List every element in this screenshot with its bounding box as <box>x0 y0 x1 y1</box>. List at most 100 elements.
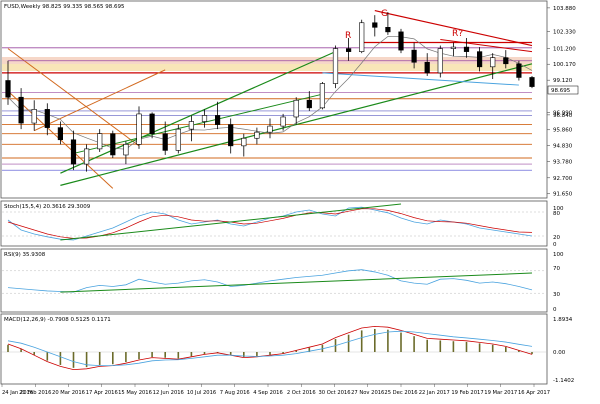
trend-line <box>33 69 166 132</box>
horizontal-levels <box>2 47 532 171</box>
candle-body <box>162 133 168 151</box>
date-label: 30 Oct 2016 <box>318 390 350 396</box>
candle-body <box>516 63 522 78</box>
date-label: 24 Jan 2016 <box>2 390 33 396</box>
macd-header: MACD(12,26,9) -0.7908 0.5125 0.1171 <box>4 317 111 323</box>
candle-body <box>44 109 50 128</box>
stoch-header: Stoch(15,5,4) 20.3616 29.3009 <box>4 204 91 210</box>
macd-lines <box>2 325 546 371</box>
date-label: 15 May 2016 <box>118 390 152 396</box>
rsi-level-30: 30 <box>553 292 560 298</box>
current-price-box <box>547 85 579 95</box>
candle-body <box>424 61 430 74</box>
price-label: 99.120 <box>553 78 573 84</box>
price-label: 93.780 <box>553 159 573 165</box>
date-label: 4 Sep 2016 <box>253 390 283 396</box>
trend-line <box>60 51 336 174</box>
candle-body <box>97 133 103 150</box>
candle-body <box>463 46 470 52</box>
price-label: 92.700 <box>553 176 573 182</box>
price-label: 101.200 <box>553 47 576 53</box>
candle-body <box>359 22 365 52</box>
macd-level-bottom: -1.1402 <box>553 378 574 384</box>
date-label: 10 Jul 2016 <box>187 390 216 396</box>
candle-body <box>437 48 443 74</box>
trend-line <box>374 10 533 47</box>
candle-body <box>215 115 221 125</box>
price-label: 94.830 <box>553 143 573 149</box>
date-label: 2 Oct 2016 <box>287 390 316 396</box>
pattern-label-g: G <box>381 9 388 19</box>
candle-body <box>503 57 509 65</box>
candle-body <box>476 51 483 68</box>
candle-body <box>267 125 273 133</box>
trend-line <box>322 72 519 86</box>
candle-body <box>280 116 286 127</box>
rsi-line <box>7 269 533 293</box>
price-label: 103.880 <box>553 6 576 12</box>
price-label: 96.990 <box>553 111 573 117</box>
candle-body <box>398 31 404 51</box>
candle-body <box>201 115 208 122</box>
rsi-line <box>2 269 546 294</box>
trend-line <box>440 38 533 53</box>
stoch-level-0: 0 <box>553 242 557 248</box>
candle-body <box>385 27 391 33</box>
date-label: 16 Apr 2017 <box>518 390 550 396</box>
candle-body <box>123 144 129 156</box>
macd-signal-line <box>7 330 533 367</box>
candle-body <box>149 113 155 134</box>
candles <box>5 12 535 172</box>
rsi-trend-line <box>60 272 533 293</box>
candle-body <box>319 83 326 109</box>
rsi-level-100: 100 <box>553 252 564 258</box>
macd-panel[interactable] <box>0 313 548 385</box>
main-panel[interactable] <box>0 0 548 199</box>
date-label: 12 Jun 2016 <box>153 390 184 396</box>
candle-body <box>345 48 352 52</box>
candle-body <box>306 99 312 109</box>
price-label: 95.860 <box>553 128 573 134</box>
macd-level-top: 1.8934 <box>553 317 573 323</box>
stoch-level-80: 80 <box>553 211 560 217</box>
candle-body <box>490 57 496 68</box>
pattern-label-r-question: R? <box>452 29 463 39</box>
rsi-level-0: 0 <box>553 307 557 313</box>
candle-body <box>372 22 378 28</box>
macd-main-line <box>7 325 533 371</box>
candle-body <box>175 128 181 151</box>
current-price-label: 98.695 <box>551 88 571 94</box>
date-label: 21 Feb 2016 <box>19 390 51 396</box>
stoch-panel[interactable] <box>0 200 548 247</box>
candle-body <box>57 127 63 141</box>
date-label: 19 Feb 2017 <box>451 390 483 396</box>
date-label: 20 Mar 2016 <box>52 390 85 396</box>
support-zone <box>2 64 532 71</box>
candle-body <box>411 49 417 63</box>
main-header: FUSD,Weekly 98.825 99.335 98.565 98.695 <box>4 4 125 10</box>
macd-level-zero: 0.00 <box>553 350 566 356</box>
candle-body <box>332 48 339 84</box>
rsi-header: RSI(9) 35.9308 <box>4 252 46 258</box>
candle-body <box>450 46 457 49</box>
price-label: 96.840 <box>553 113 573 119</box>
stoch-level-20: 20 <box>553 235 560 241</box>
date-label: 27 Nov 2016 <box>351 390 384 396</box>
date-label: 22 Jan 2017 <box>419 390 450 396</box>
candle-body <box>18 96 24 124</box>
candle-body <box>136 113 142 145</box>
rsi-level-70: 70 <box>553 266 560 272</box>
price-label: 100.170 <box>553 62 576 68</box>
candle-body <box>241 137 247 147</box>
candle-body <box>84 148 90 165</box>
candle-body <box>5 80 11 98</box>
candle-body <box>529 77 535 87</box>
stoch-trend-line <box>60 203 402 241</box>
price-label: 102.330 <box>553 29 576 35</box>
candle-body <box>228 124 234 147</box>
price-axis: 103.880 102.330 101.200 100.170 99.120 96.840… <box>547 6 576 198</box>
date-label: 7 Aug 2016 <box>220 390 250 396</box>
date-label: 17 Apr 2016 <box>86 390 118 396</box>
